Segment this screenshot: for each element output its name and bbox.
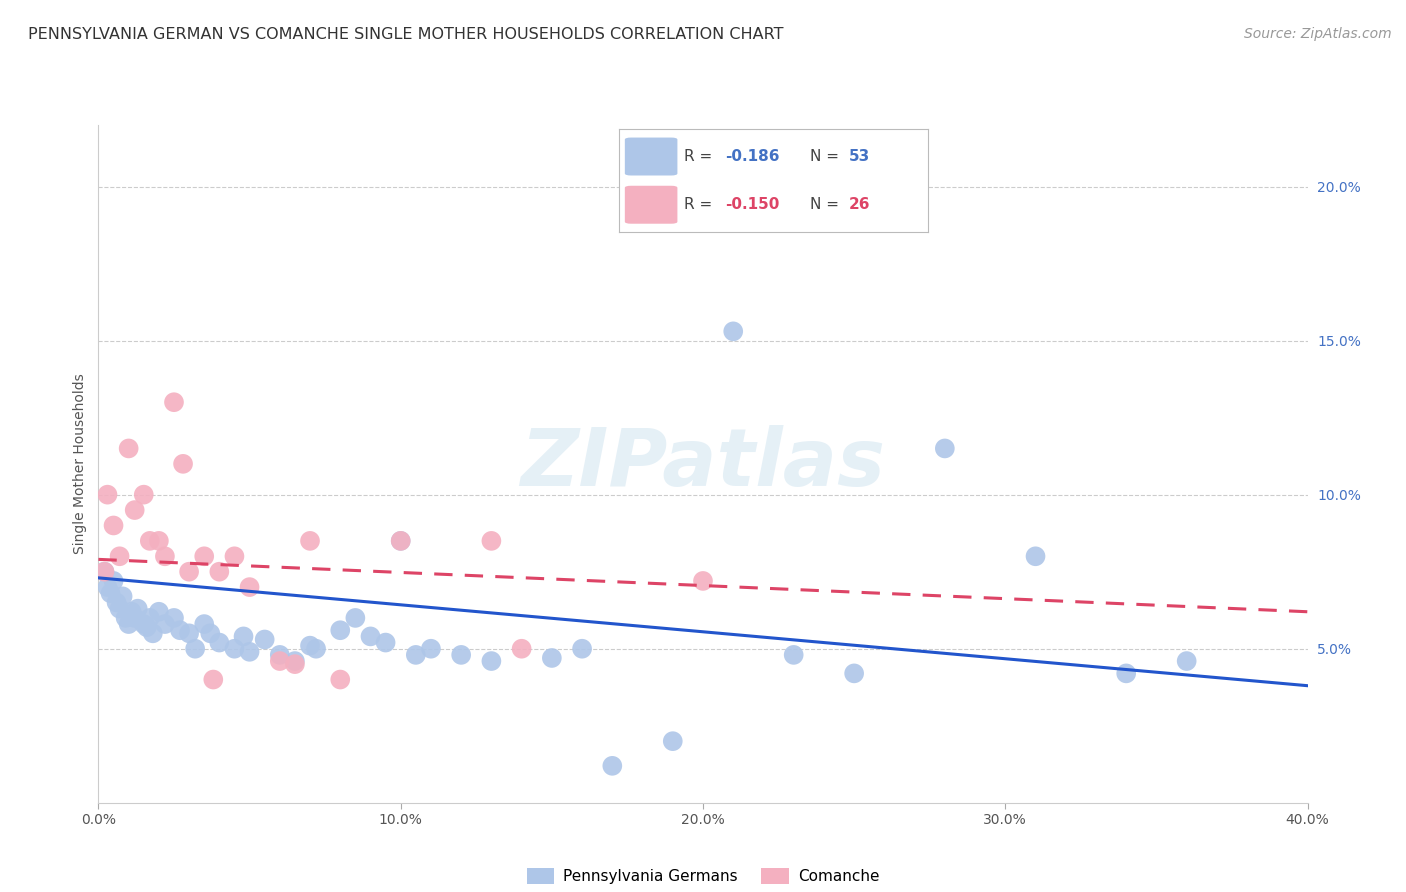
Point — [153, 617, 176, 632]
Point — [540, 651, 562, 665]
Point — [202, 673, 225, 687]
FancyBboxPatch shape — [624, 137, 678, 176]
Point — [1115, 666, 1137, 681]
Point — [118, 617, 141, 632]
Point — [96, 580, 118, 594]
Point — [108, 549, 131, 564]
Point — [450, 648, 472, 662]
Text: 53: 53 — [849, 149, 870, 164]
Point — [105, 595, 128, 609]
Point — [844, 666, 866, 681]
Point — [481, 654, 503, 668]
Point — [374, 635, 396, 649]
Point — [121, 605, 143, 619]
Point — [1024, 549, 1046, 564]
Text: R =: R = — [683, 149, 717, 164]
Point — [329, 624, 352, 638]
Point — [179, 565, 201, 579]
FancyBboxPatch shape — [624, 186, 678, 224]
Point — [510, 641, 533, 656]
Point — [163, 395, 186, 409]
Point — [405, 648, 427, 662]
Point — [662, 734, 685, 748]
Point — [299, 533, 322, 548]
Text: -0.150: -0.150 — [725, 197, 780, 212]
Text: Source: ZipAtlas.com: Source: ZipAtlas.com — [1244, 27, 1392, 41]
Point — [114, 611, 136, 625]
Point — [169, 624, 191, 638]
Point — [224, 549, 246, 564]
Point — [108, 601, 131, 615]
Text: PENNSYLVANIA GERMAN VS COMANCHE SINGLE MOTHER HOUSEHOLDS CORRELATION CHART: PENNSYLVANIA GERMAN VS COMANCHE SINGLE M… — [28, 27, 783, 42]
Point — [135, 620, 157, 634]
Text: N =: N = — [810, 149, 844, 164]
Point — [163, 611, 186, 625]
Point — [179, 626, 201, 640]
Point — [420, 641, 443, 656]
Point — [344, 611, 367, 625]
Point — [239, 645, 262, 659]
Point — [224, 641, 246, 656]
Point — [934, 442, 956, 456]
Text: N =: N = — [810, 197, 844, 212]
Point — [208, 635, 231, 649]
Point — [253, 632, 276, 647]
Point — [481, 533, 503, 548]
Point — [96, 488, 118, 502]
Text: ZIPatlas: ZIPatlas — [520, 425, 886, 503]
Point — [284, 654, 307, 668]
Point — [193, 549, 215, 564]
Point — [783, 648, 806, 662]
Point — [103, 518, 125, 533]
Point — [124, 503, 146, 517]
Point — [100, 586, 122, 600]
Point — [232, 629, 254, 643]
Point — [111, 590, 134, 604]
Y-axis label: Single Mother Households: Single Mother Households — [73, 374, 87, 554]
Point — [305, 641, 328, 656]
Point — [139, 611, 162, 625]
Point — [389, 533, 412, 548]
Point — [284, 657, 307, 672]
Point — [132, 617, 155, 632]
Point — [93, 565, 115, 579]
Point — [692, 574, 714, 588]
Point — [103, 574, 125, 588]
Point — [389, 533, 412, 548]
Legend: Pennsylvania Germans, Comanche: Pennsylvania Germans, Comanche — [520, 862, 886, 890]
Point — [139, 533, 162, 548]
Point — [124, 611, 146, 625]
Point — [208, 565, 231, 579]
Point — [127, 601, 149, 615]
Point — [93, 565, 115, 579]
Point — [602, 759, 624, 773]
Point — [142, 626, 165, 640]
Point — [172, 457, 194, 471]
Point — [148, 533, 170, 548]
Point — [200, 626, 222, 640]
Point — [299, 639, 322, 653]
Text: -0.186: -0.186 — [725, 149, 780, 164]
Point — [118, 442, 141, 456]
Point — [269, 648, 291, 662]
Point — [269, 654, 291, 668]
Point — [360, 629, 382, 643]
Point — [148, 605, 170, 619]
Point — [723, 324, 745, 338]
Point — [571, 641, 593, 656]
Point — [1175, 654, 1198, 668]
Point — [184, 641, 207, 656]
Text: R =: R = — [683, 197, 717, 212]
Point — [239, 580, 262, 594]
Text: 26: 26 — [849, 197, 870, 212]
Point — [132, 488, 155, 502]
Point — [329, 673, 352, 687]
Point — [153, 549, 176, 564]
Point — [193, 617, 215, 632]
